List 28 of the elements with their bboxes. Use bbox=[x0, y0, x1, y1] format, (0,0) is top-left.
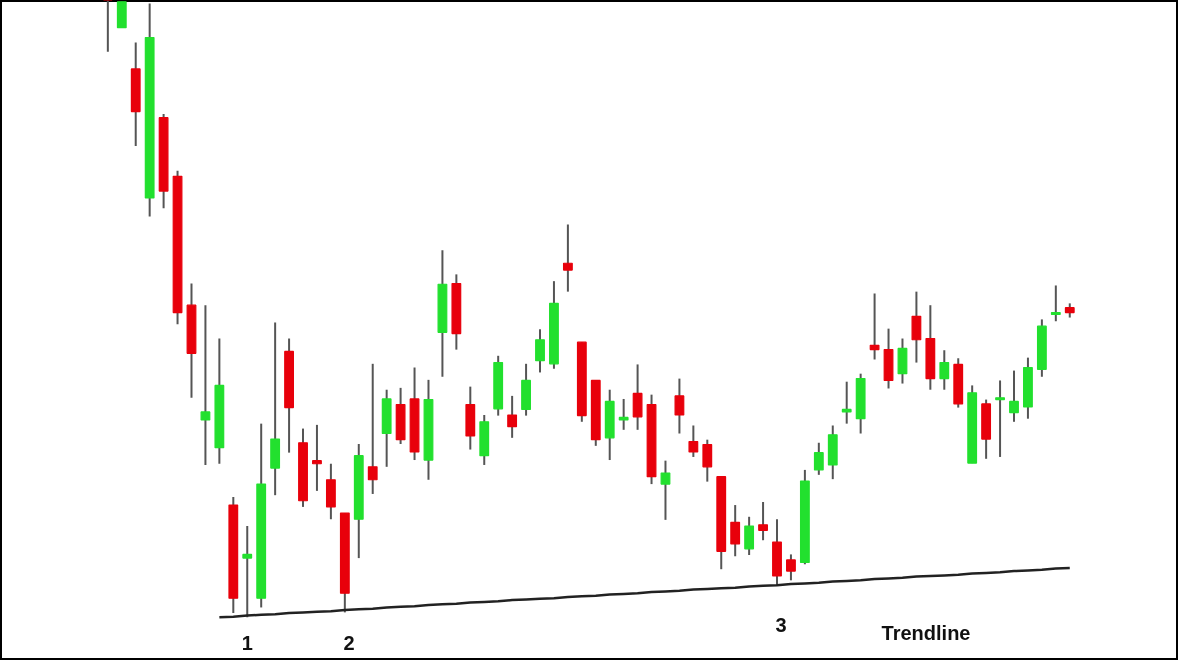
candlestick bbox=[507, 394, 518, 439]
candlestick bbox=[367, 362, 378, 495]
text: Trendline bbox=[881, 621, 971, 644]
candlestick bbox=[200, 304, 211, 466]
candlestick bbox=[813, 441, 824, 476]
candlestick bbox=[632, 363, 643, 431]
candlestick bbox=[939, 349, 950, 391]
candlestick bbox=[786, 553, 796, 582]
candlestick bbox=[841, 380, 852, 425]
candlestick bbox=[995, 379, 1005, 458]
candlestick bbox=[869, 292, 880, 361]
candlestick bbox=[535, 328, 545, 374]
candlestick bbox=[1050, 284, 1061, 323]
candlestick bbox=[911, 290, 922, 364]
candlestick bbox=[1009, 369, 1019, 423]
text: 1 bbox=[241, 632, 253, 655]
candlestick bbox=[618, 397, 629, 431]
candlestick bbox=[312, 423, 322, 492]
candlestick bbox=[674, 377, 685, 435]
candlestick bbox=[730, 504, 741, 558]
candlestick bbox=[660, 459, 671, 521]
candlestick bbox=[562, 223, 573, 293]
text: 2 bbox=[343, 632, 355, 655]
candlestick bbox=[758, 500, 768, 542]
annotation: 3 bbox=[775, 613, 787, 636]
candlestick bbox=[744, 515, 755, 557]
candlestick bbox=[702, 438, 713, 483]
candlestick bbox=[688, 424, 699, 458]
